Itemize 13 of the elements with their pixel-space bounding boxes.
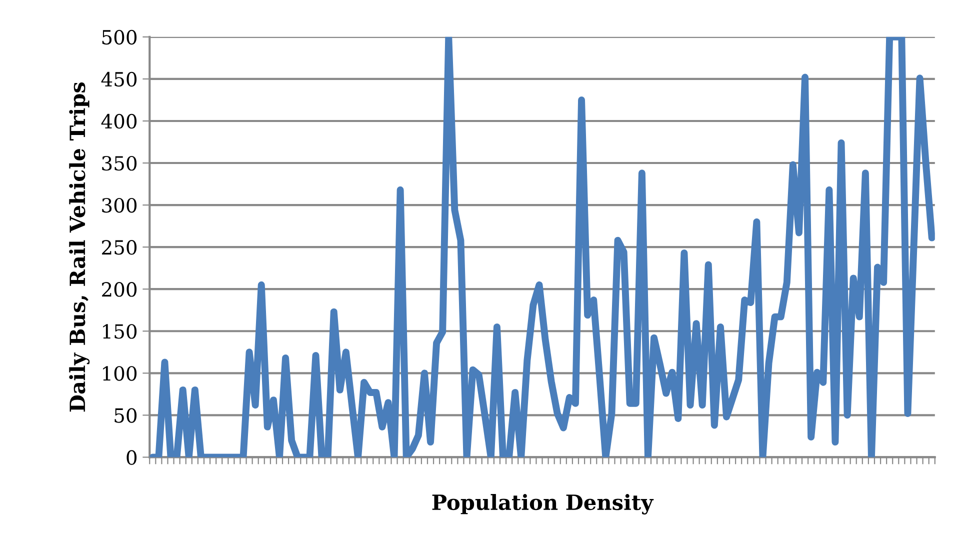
- y-tick-label: 0: [126, 450, 137, 465]
- x-axis-title: Population Density: [432, 494, 654, 514]
- y-tick-label: 450: [101, 72, 137, 87]
- y-tick-label: 500: [102, 30, 137, 45]
- y-tick-label: 250: [102, 240, 137, 255]
- y-axis-title: Daily Bus, Rail Vehicle Trips: [69, 82, 90, 412]
- y-tick-label: 400: [101, 114, 137, 129]
- y-tick-label: 200: [102, 282, 137, 297]
- y-tick-label: 350: [102, 156, 137, 171]
- y-tick-label: 150: [103, 324, 137, 339]
- y-tick-label: 300: [102, 198, 137, 213]
- y-tick-label: 100: [103, 366, 137, 381]
- y-tick-label: 50: [114, 408, 137, 423]
